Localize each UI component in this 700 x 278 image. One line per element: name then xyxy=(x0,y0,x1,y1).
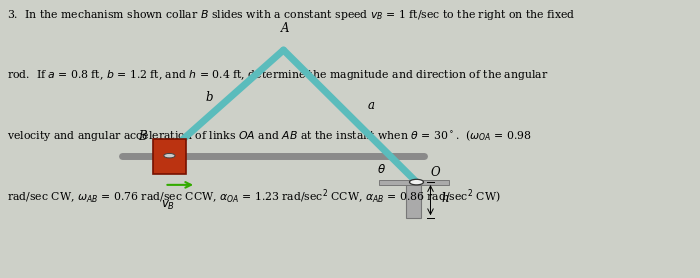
Text: rod.  If $a$ = 0.8 ft, $b$ = 1.2 ft, and $h$ = 0.4 ft, determine the magnitude a: rod. If $a$ = 0.8 ft, $b$ = 1.2 ft, and … xyxy=(7,68,549,82)
Text: B: B xyxy=(139,130,147,143)
Text: b: b xyxy=(206,91,214,104)
Text: rad/sec CW, $\omega_{AB}$ = 0.76 rad/sec CCW, $\alpha_{OA}$ = 1.23 rad/sec$^2$ C: rad/sec CW, $\omega_{AB}$ = 0.76 rad/sec… xyxy=(7,188,500,206)
Bar xyxy=(406,182,421,218)
Bar xyxy=(153,139,186,174)
Bar xyxy=(379,180,449,185)
Circle shape xyxy=(164,153,175,158)
Text: O: O xyxy=(430,166,440,179)
Circle shape xyxy=(410,179,424,185)
Text: velocity and angular acceleration of links $OA$ and $AB$ at the instant when $\t: velocity and angular acceleration of lin… xyxy=(7,128,532,143)
Text: a: a xyxy=(368,99,374,112)
Text: 3.  In the mechanism shown collar $B$ slides with a constant speed $v_B$ = 1 ft/: 3. In the mechanism shown collar $B$ sli… xyxy=(7,8,575,22)
Text: A: A xyxy=(281,22,289,35)
Text: $\theta$: $\theta$ xyxy=(377,163,386,176)
Text: h: h xyxy=(441,192,449,205)
Text: $v_B$: $v_B$ xyxy=(161,199,175,212)
